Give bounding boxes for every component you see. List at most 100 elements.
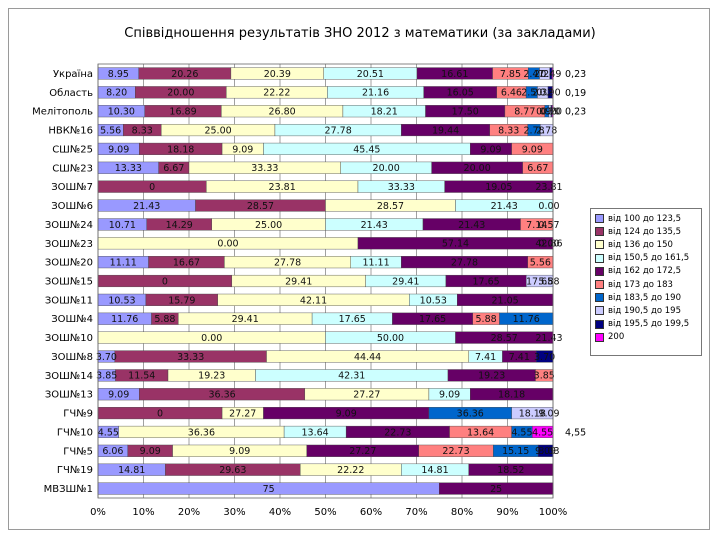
data-label: 29.63 (219, 465, 246, 476)
data-label: 36.36 (208, 390, 235, 401)
data-label: 22.22 (337, 465, 364, 476)
category-label: ЗОШ№15 (45, 277, 93, 288)
outside-annotation: 0,23 (565, 69, 586, 80)
data-label: 18.18 (498, 390, 525, 401)
data-label: 20.00 (167, 88, 194, 99)
data-label: 27.78 (451, 258, 478, 269)
data-label: 25.00 (255, 220, 282, 231)
data-label: 8.33 (132, 125, 153, 136)
chart-legend: від 100 до 123,5 від 124 до 135,5 від 136 … (590, 208, 702, 356)
data-label: 6.67 (527, 163, 548, 174)
data-label: 18.21 (371, 107, 398, 118)
data-label: 0.57 (538, 220, 559, 231)
data-label: 0 (157, 408, 163, 419)
data-label: 33.33 (388, 182, 415, 193)
legend-swatch (595, 293, 604, 303)
data-label: 27.27 (349, 446, 376, 457)
data-label: 19.05 (485, 182, 512, 193)
data-label: 23.81 (535, 182, 562, 193)
data-label: 21.43 (361, 220, 388, 231)
data-label: 42.86 (535, 239, 562, 250)
data-label: 15.79 (168, 295, 195, 306)
data-label: 2.78 (523, 125, 544, 136)
data-label: 0.00 (201, 333, 222, 344)
data-label: 11.76 (111, 314, 138, 325)
data-label: 6.67 (163, 163, 184, 174)
data-label: 19.44 (432, 125, 459, 136)
category-label: ГЧ№9 (63, 409, 93, 420)
data-label: 21.43 (458, 220, 485, 231)
category-label: ЗОШ№10 (45, 333, 93, 344)
data-label: 50.00 (377, 333, 404, 344)
outside-annotation: 4,55 (565, 427, 586, 438)
category-label: ЗОШ№6 (51, 201, 93, 212)
outside-annotation: 0,23 (565, 107, 586, 118)
category-label: ГЧ№10 (57, 427, 93, 438)
data-label: 2.24 (534, 69, 555, 80)
data-label: 9.09 (229, 446, 250, 457)
legend-label: від 195,5 до 199,5 (608, 319, 690, 330)
data-label: 20.00 (464, 163, 491, 174)
legend-swatch (595, 332, 604, 342)
data-label: 16.61 (441, 69, 468, 80)
data-label: 45.45 (353, 144, 380, 155)
category-label: ГЧ№5 (63, 446, 93, 457)
data-label: 21.43 (133, 201, 160, 212)
data-label: 22.73 (384, 427, 411, 438)
data-label: 9.09 (538, 408, 559, 419)
data-label: 17.65 (339, 314, 366, 325)
legend-entry: від 124 до 135,5 (595, 225, 697, 238)
data-label: 5.88 (154, 314, 175, 325)
data-label: 42.11 (300, 295, 327, 306)
x-tick-label: 50% (314, 507, 336, 518)
legend-swatch (595, 266, 604, 276)
data-label: 28.57 (377, 201, 404, 212)
category-label: ЗОШ№13 (45, 390, 93, 401)
data-label: 28.57 (247, 201, 274, 212)
data-label: 0.50 (539, 107, 560, 118)
legend-entry: від 195,5 до 199,5 (595, 318, 697, 331)
legend-entry: від 150,5 до 161,5 (595, 252, 697, 265)
data-label: 21.43 (535, 333, 562, 344)
legend-swatch (595, 306, 604, 316)
legend-label: від 136 до 150 (608, 239, 673, 250)
x-tick-label: 80% (451, 507, 473, 518)
data-label: 10.53 (420, 295, 447, 306)
data-label: 5.56 (100, 125, 121, 136)
data-label: 0 (162, 276, 168, 287)
data-label: 6.06 (102, 446, 123, 457)
legend-swatch (595, 214, 604, 224)
data-label: 44.44 (354, 352, 381, 363)
legend-label: від 162 до 172,5 (608, 266, 681, 277)
x-tick-label: 20% (178, 507, 200, 518)
data-label: 42.31 (338, 371, 365, 382)
data-label: 28.57 (491, 333, 518, 344)
data-label: 14.81 (421, 465, 448, 476)
data-label: 27.78 (325, 125, 352, 136)
data-label: 21.05 (492, 295, 519, 306)
data-label: 33.33 (177, 352, 204, 363)
data-label: 20.00 (373, 163, 400, 174)
x-tick-label: 70% (405, 507, 427, 518)
chart-title: Співвідношення результатів ЗНО 2012 з ма… (124, 26, 596, 41)
data-label: 18.18 (519, 408, 546, 419)
category-label: Україна (53, 69, 93, 80)
data-label: 0.00 (217, 239, 238, 250)
category-label: ЗОШ№24 (45, 220, 93, 231)
data-label: 8.20 (106, 88, 127, 99)
data-label: 75 (263, 484, 275, 495)
category-label: ЗОШ№20 (45, 258, 93, 269)
data-label: 10.30 (108, 107, 135, 118)
legend-label: від 190,5 до 195 (608, 305, 681, 316)
data-label: 57.14 (442, 239, 469, 250)
data-label: 3.03 (538, 446, 559, 457)
category-label: Область (49, 88, 93, 99)
legend-label: від 183,5 до 190 (608, 292, 681, 303)
data-label: 2.50 (521, 88, 542, 99)
data-label: 22.22 (263, 88, 290, 99)
data-label: 16.89 (169, 107, 196, 118)
legend-entry: від 190,5 до 195 (595, 304, 697, 317)
data-label: 19.23 (198, 371, 225, 382)
data-label: 11.11 (110, 258, 137, 269)
